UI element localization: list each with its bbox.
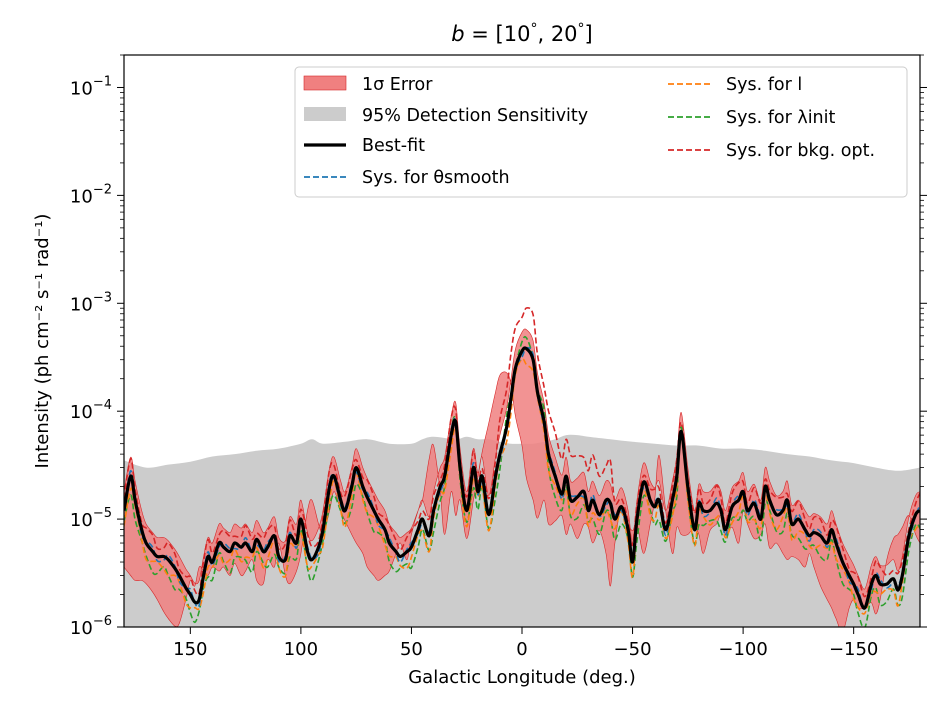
chart-title: b = [10°, 20°] — [451, 21, 593, 46]
y-tick-label: 10−1 — [70, 74, 112, 99]
legend-frame — [294, 66, 908, 198]
legend: 1σ Error 95% Detection Sensitivity Best-… — [294, 66, 908, 198]
legend-label-bestfit: Best-fit — [362, 136, 425, 156]
y-tick-label: 10−4 — [70, 398, 112, 423]
x-axis-label: Galactic Longitude (deg.) — [408, 667, 636, 688]
y-axis-label: Intensity (ph cm⁻² s⁻¹ rad⁻¹) — [32, 214, 53, 469]
legend-swatch-sensitivity — [304, 107, 346, 121]
error-band — [124, 328, 920, 627]
x-tick-label: 50 — [400, 639, 423, 660]
x-tick-label: −50 — [614, 639, 652, 660]
x-tick-label: 0 — [516, 639, 527, 660]
y-axis: 10−6 10−5 10−4 10−3 10−2 10−1 — [70, 54, 927, 639]
x-tick-label: 150 — [173, 639, 207, 660]
x-tick-label: 100 — [284, 639, 318, 660]
legend-label-sensitivity: 95% Detection Sensitivity — [362, 106, 588, 126]
y-tick-label: 10−5 — [70, 506, 112, 531]
line-sys-bkg — [124, 306, 920, 598]
y-tick-label: 10−6 — [70, 614, 112, 639]
legend-label-sys-lambda: Sys. for λinit — [726, 108, 836, 128]
legend-label-sys-l: Sys. for l — [726, 75, 802, 95]
x-tick-label: −100 — [718, 639, 767, 660]
best-fit-line — [124, 346, 920, 610]
legend-swatch-error — [303, 75, 347, 91]
x-axis: 150 100 50 0 −50 −100 −150 — [173, 627, 878, 660]
line-sys-lambda — [124, 335, 920, 627]
legend-label-error: 1σ Error — [362, 75, 433, 95]
legend-label-sys-theta: Sys. for θsmooth — [362, 168, 510, 188]
sensitivity-area — [124, 434, 920, 627]
y-tick-label: 10−3 — [70, 290, 112, 315]
x-tick-label: −150 — [829, 639, 878, 660]
legend-label-sys-bkg: Sys. for bkg. opt. — [726, 141, 875, 161]
y-tick-label: 10−2 — [70, 182, 112, 207]
